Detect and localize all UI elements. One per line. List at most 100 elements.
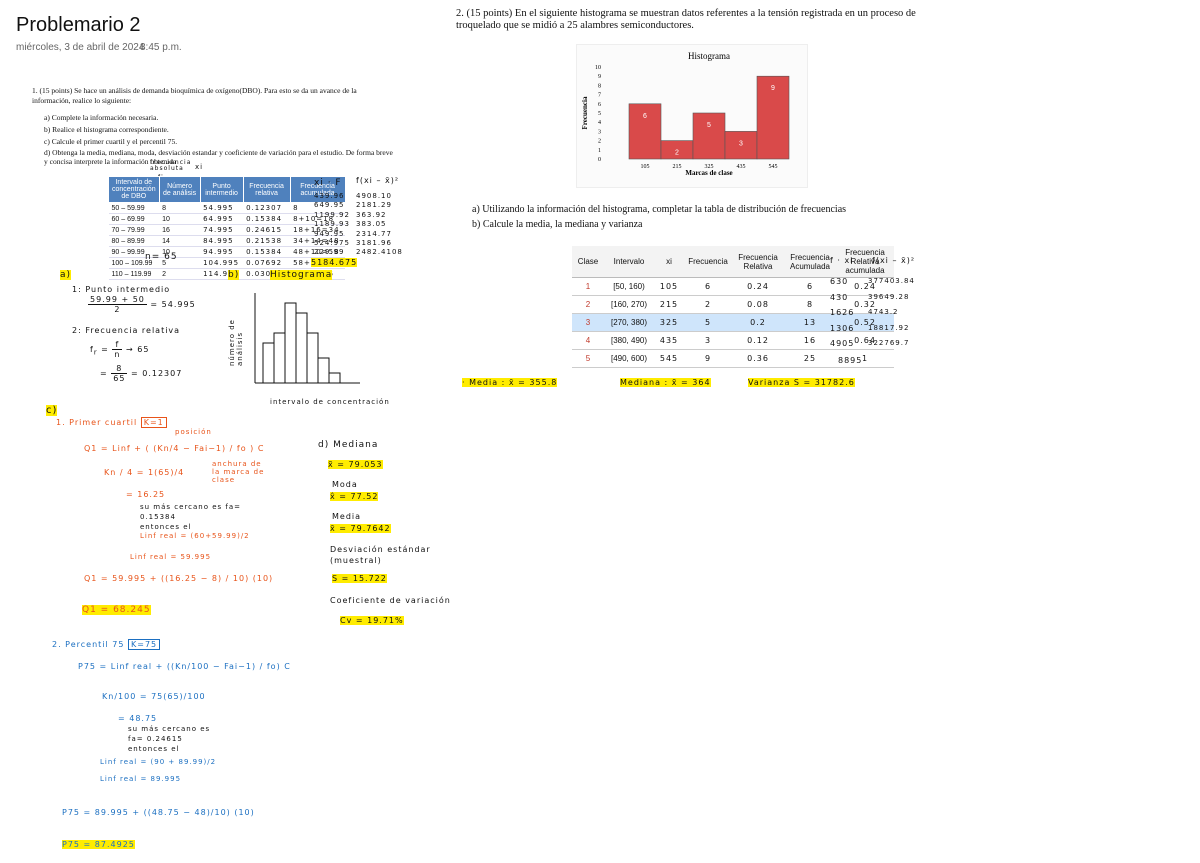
dbo-cell: 8+10=18 [290,213,346,225]
xf-sum: 5184.675 [311,258,358,267]
var1-value: 363.92 [356,210,387,219]
dbo-cell: 2 [159,268,201,280]
freq-table-row: 3 [270, 380) 325 5 0.2 13 0.52 [572,313,894,332]
var2-value: 39649.28 [868,292,910,301]
xf-value: 439.96 [314,192,345,200]
part-a-label: a) [60,270,72,280]
problem2-item-a: a) Utilizando la información del histogr… [472,204,847,215]
var1-value: 383.05 [356,220,387,229]
q1-result: Q1 = 68.245 [82,605,151,615]
chart2-bar [756,75,790,160]
p75-cercano-3: entonces el [128,745,180,753]
hist1-bar-7 [328,372,341,384]
freq-table: Clase Intervalo xi Frecuencia Frecuencia… [572,246,894,368]
dbo-cell: 0.21538 [243,235,291,247]
p2-mediana: Mediana : x̃ = 364 [620,378,711,387]
chart2-title: Histograma [688,51,730,61]
xf-value: 524.975 [314,239,350,248]
freq-cell: 545 [654,349,684,368]
media-label: Media [332,512,362,521]
p75-linf: Linf real = (90 + 89.99)/2 [100,758,217,766]
part-a-step1: 1: Punto intermedio [72,285,171,294]
p75-substitution: P75 = 89.995 + ((48.75 − 48)/10) (10) [62,808,255,817]
freq-cell: 0.24 [732,277,784,296]
var1-value: 2181.29 [356,201,392,210]
dbo-cell: 64.995 [200,213,244,225]
freq-th-rel: Frecuencia Relativa [732,246,784,278]
q1-linf-result: Linf real = 59.995 [130,553,212,561]
chart2-bar-label: 6 [643,113,647,120]
p2-varianza: Varianza S = 31782.6 [748,378,855,387]
chart2-ytick-label: 0 [598,157,601,163]
chart2-ytick-label: 2 [598,139,601,145]
freq-cell: 325 [654,313,684,332]
chart2-xlabel: Marcas de clase [685,169,732,177]
freq-cell: 9 [684,349,732,368]
hist1-bar-3 [284,302,297,384]
q1-cercano: su más cercano es fa= 0.15384 entonces e… [140,502,260,532]
problem2-histogram: Histograma Frecuencia Marcas de clase 0 1 2 3 4… [581,51,790,177]
fx-value: 630 [830,277,849,286]
dbo-cell: 100 – 109.99 [108,257,160,269]
freq-cell: 5 [684,313,732,332]
desv-label: Desviación estándar (muestral) [330,545,431,565]
freq-th-clase: Clase [572,246,604,278]
moda-value: x̂ = 77.52 [330,492,379,501]
dbo-cell: 60 – 69.99 [108,213,160,225]
dbo-cell: 18+16=34 [290,224,346,236]
chart2-bar-label: 3 [739,140,743,147]
dbo-cell: 0.07692 [243,257,291,269]
chart2-ytick-label: 3 [598,129,601,135]
media-value: x̄ = 79.7642 [330,524,391,533]
hist1-bar-4 [295,312,308,384]
freq-cell: 3 [684,331,732,350]
freq-cell: 0.32 [836,295,894,314]
dbo-cell: 48+10=58 [290,246,346,258]
var2-header: f(xi – x̄)² [872,256,916,265]
freq-table-row: 1 [50, 160) 105 6 0.24 6 0.24 [572,277,894,296]
dbo-table-row: 60 – 69.99 10 64.995 0.15384 8+10=18 [108,213,346,225]
problem1-item-b: b) Realice el histograma correspondiente… [44,125,169,134]
q1-title: 1. Primer cuartil K=1 [56,417,167,428]
freq-cell: 1 [572,277,604,296]
var2-value: 18817.92 [868,323,910,332]
part-b-title: Histograma [270,270,333,280]
q1-substitution: Q1 = 59.995 + ((16.25 − 8) / 10) (10) [84,574,274,583]
dbo-th-interval: Intervalo de concentración de DBO [108,176,160,203]
freq-cell: 0.2 [732,313,784,332]
freq-cell: 5 [572,349,604,368]
freq-cell: 4 [572,331,604,350]
chart2-bar [724,131,758,160]
fr-n-arrow: → 65 [126,345,150,354]
freq-cell: [490, 600) [604,349,654,368]
xf-value: 649.95 [314,201,345,210]
fx-value: 1306 [830,323,855,333]
dbo-th-mid: Punto intermedio [199,176,244,203]
dbo-cell: 50 – 59.99 [108,202,160,214]
part-a-result: = 54.995 [150,300,196,309]
chart2-bar [692,112,726,160]
dbo-th-rel: Frecuencia relativa [242,176,291,203]
freq-cell: [380, 490) [604,331,654,350]
freq-th-relacc: Frecuencia Relativa acumulada [836,246,894,278]
problem2-item-b: b) Calcule la media, la mediana y varian… [472,219,643,230]
p2-media: · Media : x̄ = 355.8 [462,378,558,387]
dbo-cell: 10 [159,213,201,225]
q1-cercano-1: su más cercano es fa= 0.15384 [140,503,242,521]
hist1-bar-1 [262,342,275,384]
part-a-num: 59.99 + 50 [88,295,147,305]
part-c-label: c) [46,405,58,416]
p75-k-box: K=75 [128,639,161,650]
freq-cell: 6 [684,277,732,296]
xf-value: 1199.92 [314,210,350,219]
part-b-histogram [254,293,360,384]
var1-value: 2482.4108 [356,248,403,257]
fx-sum: 8895 [838,356,863,365]
problem1-items: a) Complete la información necesaria. b)… [44,112,394,166]
xf-value: 949.95 [314,229,345,238]
desv-value: S = 15.722 [332,574,387,583]
problem1-item-c: c) Calcule el primer cuartil y el percen… [44,137,178,146]
var1-header: f(xi – x̄)² [356,176,400,185]
chart2-ytick-label: 4 [598,120,601,126]
